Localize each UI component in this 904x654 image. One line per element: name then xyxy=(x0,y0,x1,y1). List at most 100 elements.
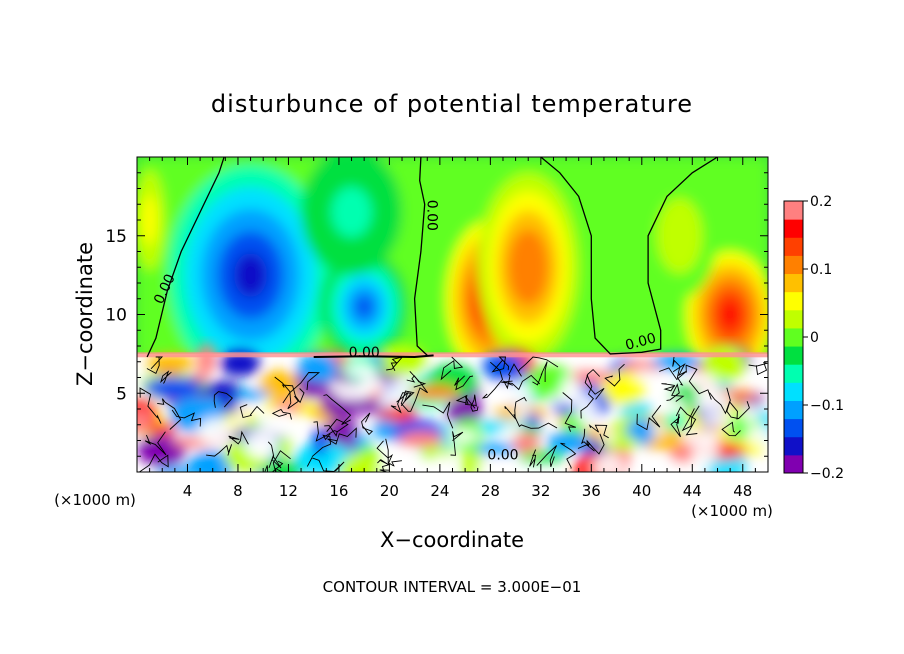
x-tick-label: 4 xyxy=(183,482,193,500)
turbulence-patch xyxy=(334,392,370,401)
contour-line xyxy=(407,370,428,412)
colorbar-swatch xyxy=(784,273,803,293)
contour-line xyxy=(386,356,404,371)
contour-line xyxy=(560,442,577,469)
turbulence-patch xyxy=(651,423,666,436)
contour-line xyxy=(313,421,338,442)
turbulence-patch xyxy=(632,369,659,381)
turbulence-patch xyxy=(664,461,691,472)
turbulence-patch xyxy=(339,452,388,472)
colorbar-swatch xyxy=(784,201,803,220)
turbulence-patch xyxy=(407,385,460,400)
contour-line xyxy=(390,392,412,414)
colorbar-swatch xyxy=(784,309,803,329)
colorbar-swatch xyxy=(784,436,803,456)
turbulence-patch xyxy=(546,393,586,404)
y-tick-label: 15 xyxy=(105,227,127,247)
contour-line xyxy=(213,391,233,408)
x-axis-ticks: 4 8 12 16 20 24 28 32 36 40 44 48 xyxy=(149,157,756,500)
turbulence-patch xyxy=(344,363,374,378)
colorbar-swatch xyxy=(784,364,803,383)
contour-line xyxy=(681,405,700,432)
turbulence-patch xyxy=(325,419,360,433)
turbulence-patch xyxy=(297,353,340,383)
contour-line xyxy=(267,441,282,469)
contour-line xyxy=(206,444,233,457)
contour-line xyxy=(562,392,576,432)
contour-line xyxy=(491,356,509,373)
turbulence-patch xyxy=(196,417,235,446)
contour-line xyxy=(281,384,305,404)
contour-line xyxy=(504,396,527,420)
colorbar-tick-label: 0 xyxy=(810,330,819,346)
turbulence-patch xyxy=(259,370,298,401)
x-tick-label: 24 xyxy=(430,482,449,500)
field-blob xyxy=(518,248,539,287)
contour-line xyxy=(721,421,741,437)
contour-line xyxy=(413,157,428,356)
contour-line xyxy=(323,394,352,425)
contour-line xyxy=(672,356,684,386)
colorbar-tick-label: −0.2 xyxy=(810,466,844,482)
contour-line xyxy=(313,354,434,359)
contour-line xyxy=(661,383,676,392)
contour-line xyxy=(675,406,698,436)
contour-line xyxy=(454,375,474,391)
colorbar-swatch xyxy=(784,291,803,311)
contour-line xyxy=(709,392,738,420)
x-tick-label: 48 xyxy=(733,482,752,500)
y-axis-label: Z−coordinate xyxy=(73,242,97,386)
contour-line xyxy=(146,157,225,358)
turbulence-patch xyxy=(204,381,242,400)
contour-line xyxy=(385,438,402,467)
contour-line xyxy=(311,433,331,458)
lower-turbulent-field xyxy=(137,343,768,472)
plot-area: 0.000.000.00 0.000.00 4 8 12 16 20 24 28 32 36 40 4… xyxy=(105,156,769,500)
contour-line xyxy=(306,457,345,472)
turbulence-patch xyxy=(429,454,456,472)
contour-line xyxy=(577,428,590,449)
contour-line xyxy=(455,394,477,409)
turbulence-patch xyxy=(311,426,328,457)
contour-line xyxy=(748,361,768,376)
contour-line xyxy=(685,364,712,400)
contour-line xyxy=(440,356,464,381)
x-unit-left: (×1000 m) xyxy=(54,491,136,509)
contour-line xyxy=(274,376,300,410)
contour-line xyxy=(580,374,595,419)
x-tick-label: 20 xyxy=(380,482,399,500)
turbulence-patch xyxy=(700,413,735,427)
contour-line xyxy=(501,374,541,391)
x-tick-label: 12 xyxy=(279,482,298,500)
contour-line xyxy=(726,387,750,420)
contour-line xyxy=(239,404,265,419)
turbulence-patch xyxy=(450,429,478,444)
colorbar-swatch xyxy=(784,219,803,238)
field-blob xyxy=(355,295,373,318)
turbulence-patch xyxy=(146,422,178,435)
turbulence-patch xyxy=(376,390,401,408)
contour-line xyxy=(228,430,249,445)
contour-line xyxy=(139,387,162,424)
turbulence-patch xyxy=(745,425,768,445)
colorbar-tick-label: 0.2 xyxy=(810,194,832,210)
contour-line xyxy=(271,408,292,420)
contour-line xyxy=(604,363,625,387)
turbulence-patch xyxy=(592,453,624,472)
contour-interval-note: CONTOUR INTERVAL = 3.000E−01 xyxy=(323,578,582,596)
turbulence-patch xyxy=(695,431,721,442)
turbulence-patch xyxy=(741,402,758,424)
contour-label: 0.00 xyxy=(349,345,380,361)
turbulence-patch xyxy=(476,462,500,472)
turbulence-patch xyxy=(187,450,235,472)
turbulence-patch xyxy=(518,450,567,463)
contour-line xyxy=(327,427,357,445)
contour-line xyxy=(584,368,605,400)
interface-band xyxy=(137,352,768,358)
contour-line xyxy=(422,401,454,429)
x-tick-label: 28 xyxy=(481,482,500,500)
turbulence-patch xyxy=(243,427,277,460)
turbulence-patch xyxy=(668,398,687,415)
turbulence-patch xyxy=(404,452,426,472)
